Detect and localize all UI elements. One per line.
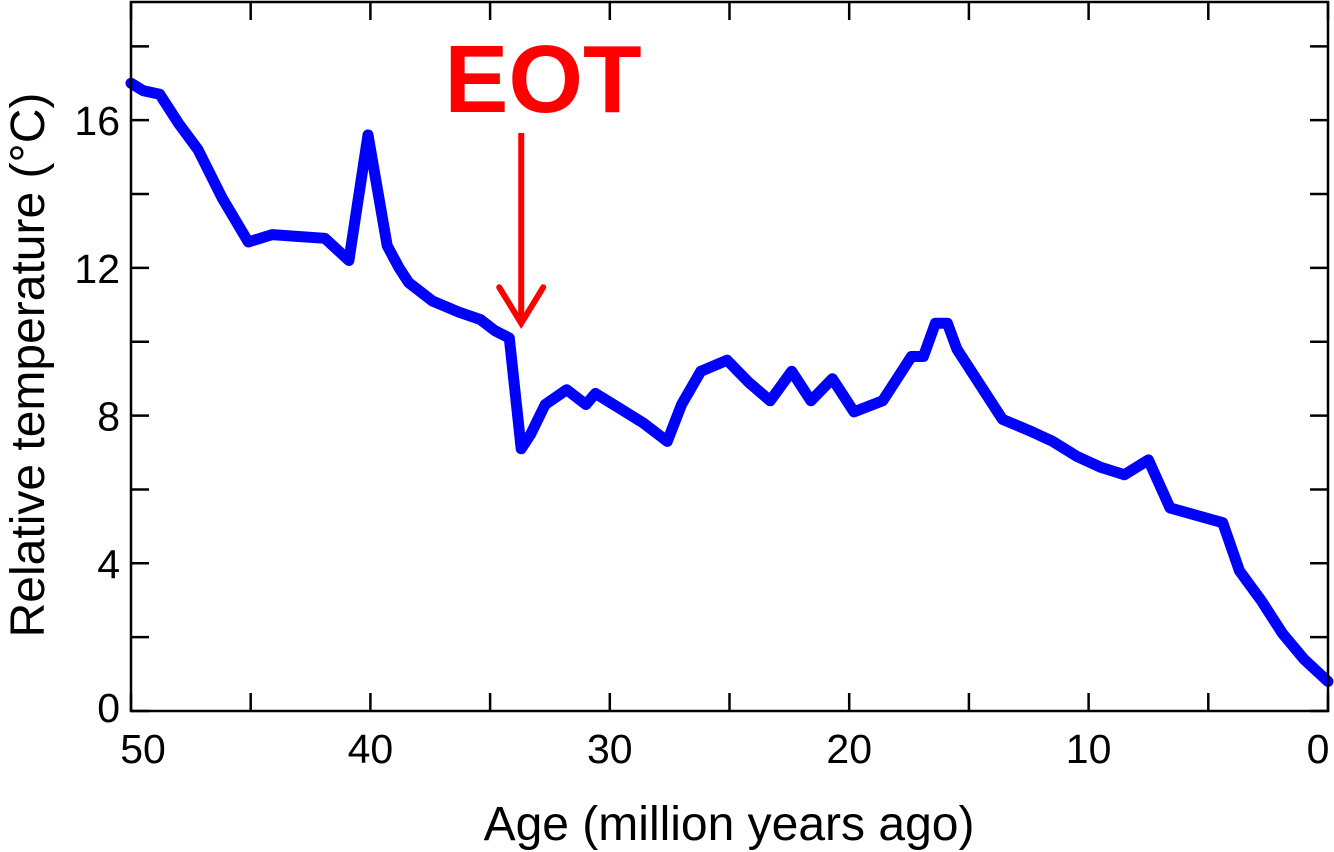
axis-ticks	[129, 2, 1330, 713]
x-tick-label: 30	[587, 726, 633, 772]
y-tick-label: 8	[97, 394, 120, 440]
tick-labels: 50 40 30 20 10 0 0 4 8 12 16	[74, 98, 1329, 772]
x-axis-title: Age (million years ago)	[484, 798, 975, 851]
x-tick-label: 50	[120, 726, 166, 772]
eot-annotation: EOT	[444, 26, 642, 330]
y-tick-label: 4	[97, 541, 120, 587]
x-tick-label: 20	[826, 726, 872, 772]
eot-annotation-label: EOT	[444, 26, 641, 133]
eot-arrow-head	[496, 284, 547, 330]
temperature-series-line	[125, 77, 1334, 687]
y-axis-title: Relative temperature (°C)	[2, 93, 55, 638]
y-tick-label: 0	[97, 685, 120, 731]
y-tick-label: 12	[74, 246, 120, 292]
plot-area	[125, 0, 1334, 713]
x-tick-label: 10	[1066, 726, 1112, 772]
y-tick-label: 16	[74, 98, 120, 144]
x-tick-label: 40	[348, 726, 394, 772]
x-tick-label: 0	[1307, 726, 1330, 772]
